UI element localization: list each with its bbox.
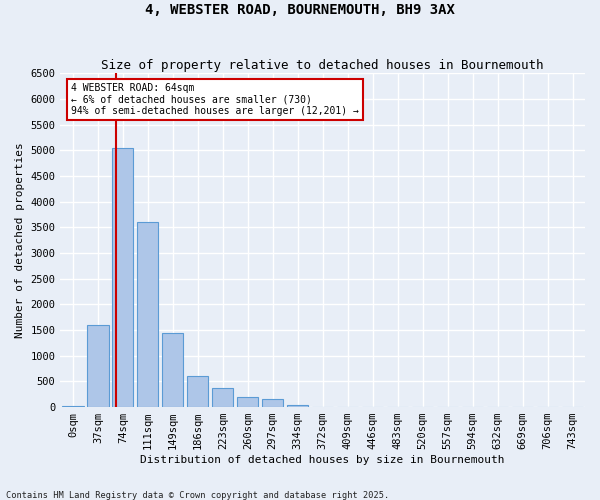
Y-axis label: Number of detached properties: Number of detached properties <box>15 142 25 338</box>
Text: 4, WEBSTER ROAD, BOURNEMOUTH, BH9 3AX: 4, WEBSTER ROAD, BOURNEMOUTH, BH9 3AX <box>145 2 455 16</box>
Bar <box>62 406 83 407</box>
Text: 4 WEBSTER ROAD: 64sqm
← 6% of detached houses are smaller (730)
94% of semi-deta: 4 WEBSTER ROAD: 64sqm ← 6% of detached h… <box>71 83 359 116</box>
Bar <box>262 400 283 407</box>
Text: Contains HM Land Registry data © Crown copyright and database right 2025.: Contains HM Land Registry data © Crown c… <box>6 490 389 500</box>
Bar <box>87 325 109 407</box>
Bar <box>212 388 233 407</box>
Bar <box>137 222 158 407</box>
Bar <box>237 397 259 407</box>
Bar <box>287 404 308 407</box>
X-axis label: Distribution of detached houses by size in Bournemouth: Distribution of detached houses by size … <box>140 455 505 465</box>
Title: Size of property relative to detached houses in Bournemouth: Size of property relative to detached ho… <box>101 59 544 72</box>
Bar <box>112 148 133 407</box>
Bar <box>162 332 184 407</box>
Bar <box>187 376 208 407</box>
